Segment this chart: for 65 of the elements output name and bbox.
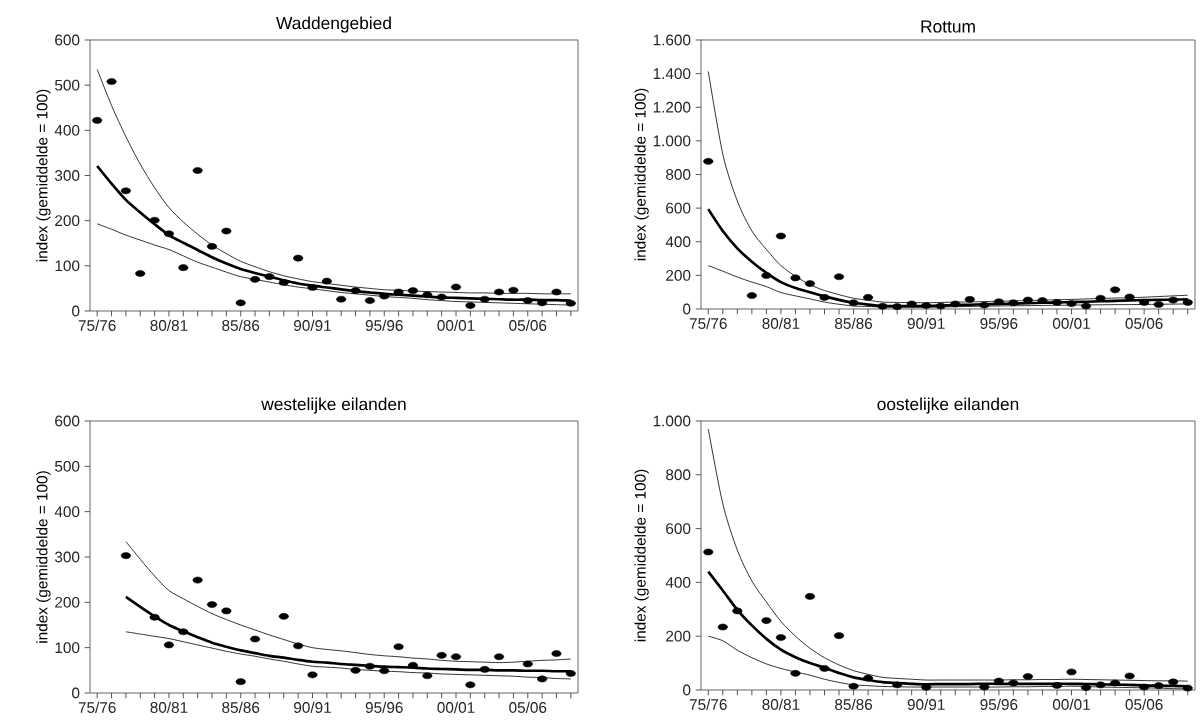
x-tick-label: 05/06: [509, 319, 547, 331]
x-tick-label: 00/01: [1052, 698, 1090, 710]
x-tick-label: 00/01: [437, 319, 475, 331]
y-tick-label: 400: [665, 236, 691, 248]
chart-title: oostelijke eilanden: [877, 397, 1019, 414]
x-tick-label: 95/96: [980, 698, 1018, 710]
y-tick-label: 200: [55, 215, 80, 227]
x-tick-label: 90/91: [907, 317, 945, 329]
y-tick-label: 100: [55, 260, 80, 272]
y-tick-label: 1.400: [653, 68, 691, 80]
y-tick-label: 1.200: [653, 101, 691, 113]
x-tick-label: 80/81: [150, 319, 188, 331]
y-tick-label: 400: [54, 124, 80, 136]
x-tick-label: 95/96: [980, 317, 1018, 329]
x-tick-label: 75/76: [78, 319, 116, 331]
y-tick-label: 600: [666, 202, 691, 214]
y-tick-label: 400: [665, 576, 691, 588]
y-tick-label: 600: [666, 523, 691, 535]
x-tick-label: 05/06: [1125, 698, 1163, 710]
y-tick-label: 600: [55, 415, 80, 427]
chart-title: Rottum: [921, 20, 975, 33]
x-tick-label: 80/81: [150, 701, 188, 713]
y-tick-label: 500: [54, 460, 80, 472]
x-tick-label: 85/86: [835, 317, 873, 329]
y-tick-label: 200: [666, 269, 691, 281]
y-tick-label: 800: [666, 469, 691, 481]
y-axis-title: index (gemiddelde = 100): [36, 89, 51, 262]
y-tick-label: 100: [55, 642, 80, 654]
y-tick-label: 200: [666, 630, 691, 642]
x-tick-label: 90/91: [907, 698, 945, 710]
chart-title: westelijke eilanden: [261, 397, 406, 414]
x-tick-label: 95/96: [365, 701, 403, 713]
y-tick-label: 800: [666, 169, 691, 180]
x-tick-label: 00/01: [1052, 317, 1090, 329]
y-tick-label: 300: [54, 170, 80, 181]
x-tick-label: 90/91: [294, 319, 331, 331]
y-tick-label: 0: [72, 687, 80, 699]
y-tick-label: 500: [54, 79, 80, 91]
y-tick-label: 0: [72, 305, 80, 317]
x-tick-label: 85/86: [222, 319, 260, 331]
x-tick-label: 75/76: [689, 698, 727, 710]
y-tick-label: 1.600: [653, 34, 691, 46]
y-tick-label: 0: [683, 684, 691, 696]
y-axis-title: index (gemiddelde = 100): [634, 88, 649, 261]
x-tick-label: 05/06: [509, 701, 547, 713]
x-tick-label: 85/86: [222, 701, 260, 713]
y-tick-label: 400: [54, 506, 80, 518]
y-tick-label: 0: [683, 303, 691, 315]
chart-title: Waddengebied: [276, 16, 391, 33]
y-tick-label: 200: [55, 596, 80, 608]
y-axis-title: index (gemiddelde = 100): [634, 469, 649, 642]
x-tick-label: 00/01: [437, 701, 475, 713]
x-tick-label: 05/06: [1125, 317, 1163, 329]
x-tick-label: 75/76: [78, 701, 116, 713]
x-tick-label: 95/96: [365, 319, 403, 331]
x-tick-label: 90/91: [294, 701, 331, 713]
y-axis-title: index (gemiddelde = 100): [36, 471, 51, 643]
y-tick-label: 1.000: [653, 415, 691, 427]
y-tick-label: 300: [54, 551, 80, 563]
y-tick-label: 1.000: [653, 135, 691, 147]
y-tick-label: 600: [55, 34, 80, 46]
x-tick-label: 80/81: [762, 698, 800, 710]
x-tick-label: 80/81: [762, 317, 800, 329]
x-tick-label: 75/76: [689, 317, 727, 329]
x-tick-label: 85/86: [835, 698, 873, 710]
